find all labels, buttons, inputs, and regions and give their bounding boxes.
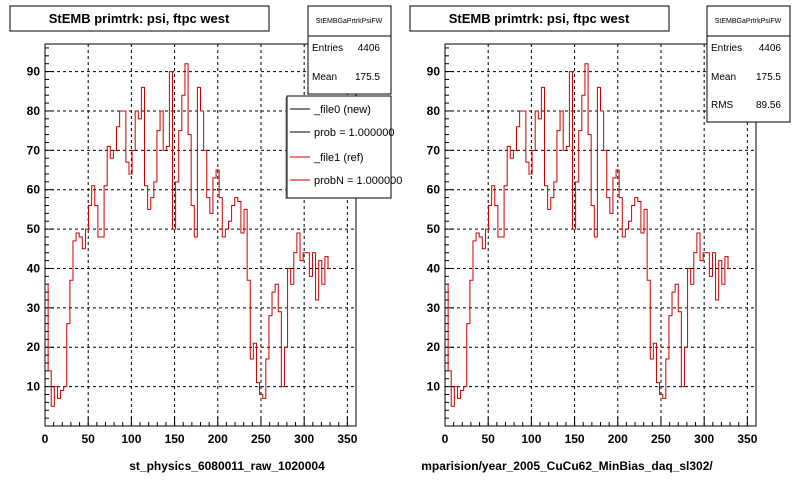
stats-label-mean: Mean [711, 72, 736, 83]
x-tick-label: 350 [337, 432, 357, 446]
right-panel: 0 50 100 150 200 250 300 350102030405060708090 … [409, 5, 791, 473]
legend: _file0 (new) prob = 1.000000 _file1 (ref… [285, 95, 402, 199]
y-tick-label: 40 [427, 261, 441, 275]
plot-title: StEMB primtrk: psi, ftpc west [49, 11, 230, 26]
title-box [409, 5, 670, 32]
y-tick-label: 30 [27, 301, 41, 315]
histogram-line [45, 63, 332, 407]
x-tick-label: 100 [521, 432, 541, 446]
x-tick-label: 200 [208, 432, 228, 446]
stats-value-entries: 4406 [358, 43, 381, 54]
y-tick-label: 20 [27, 340, 41, 354]
legend-label-file1: _file1 (ref) [313, 152, 364, 164]
x-tick-label: 150 [165, 432, 185, 446]
stats-value-rms: 89.56 [756, 100, 781, 111]
x-tick-label: 300 [294, 432, 314, 446]
left-panel: 0 50 100 150 200 250 300 350102030405060708090 … [9, 5, 402, 473]
stats-name: StEMBGaPrtrkPsiFW [715, 18, 782, 25]
y-tick-label: 50 [427, 222, 441, 236]
y-tick-label: 70 [427, 143, 441, 157]
legend-label-probn: probN = 1.000000 [314, 175, 402, 187]
stats-box: StEMBGaPrtrkPsiFW Entries 4406 Mean 175.… [706, 5, 791, 123]
x-tick-label: 250 [251, 432, 271, 446]
x-tick-label: 150 [565, 432, 585, 446]
y-tick-label: 50 [27, 222, 41, 236]
y-tick-label: 90 [427, 65, 441, 79]
plot-title: StEMB primtrk: psi, ftpc west [449, 11, 630, 26]
axes: 0 50 100 150 200 250 300 350 10 20 30 40 50 60 70 80 90 [27, 47, 358, 446]
title-box [9, 5, 270, 32]
stats-value-entries: 4406 [759, 43, 782, 54]
y-tick-label: 80 [427, 104, 441, 118]
x-tick-label: 0 [442, 432, 449, 446]
x-tick-label: 300 [694, 432, 714, 446]
x-tick-label: 250 [651, 432, 671, 446]
x-tick-label: 50 [82, 432, 96, 446]
y-tick-label: 20 [427, 340, 441, 354]
x-axis-label: st_physics_6080011_raw_1020004 [129, 459, 325, 473]
stats-label-entries: Entries [312, 43, 343, 54]
stats-label-rms: RMS [711, 100, 734, 111]
x-tick-label: 200 [608, 432, 628, 446]
stats-value-mean: 175.5 [355, 72, 380, 83]
y-tick-label: 40 [27, 261, 41, 275]
y-tick-label: 90 [27, 65, 41, 79]
x-tick-label: 350 [737, 432, 757, 446]
y-tick-label: 70 [27, 143, 41, 157]
stats-label-entries: Entries [711, 43, 742, 54]
grid-lines [445, 44, 756, 426]
y-tick-label: 80 [27, 104, 41, 118]
histogram-line [445, 63, 732, 407]
y-tick-label: 10 [27, 380, 41, 394]
y-tick-label: 60 [427, 183, 441, 197]
y-tick-label: 60 [27, 183, 41, 197]
legend-label-prob: prob = 1.000000 [314, 127, 394, 139]
stats-value-mean: 175.5 [756, 72, 781, 83]
y-tick-label: 10 [427, 380, 441, 394]
x-tick-label: 0 [42, 432, 49, 446]
x-axis-label: mparision/year_2005_CuCu62_MinBias_daq_s… [421, 459, 713, 473]
legend-label-file0: _file0 (new) [313, 104, 371, 116]
y-tick-label: 30 [427, 301, 441, 315]
stats-name: StEMBGaPrtrkPsiFW [316, 18, 383, 25]
stats-label-mean: Mean [312, 72, 337, 83]
axes: 0 50 100 150 200 250 300 350 10 20 30 40 50 60 70 80 90 [427, 47, 758, 446]
x-tick-label: 100 [121, 432, 141, 446]
x-tick-label: 50 [482, 432, 496, 446]
stats-box: StEMBGaPrtrkPsiFW Entries 4406 Mean 175.… [307, 5, 392, 95]
